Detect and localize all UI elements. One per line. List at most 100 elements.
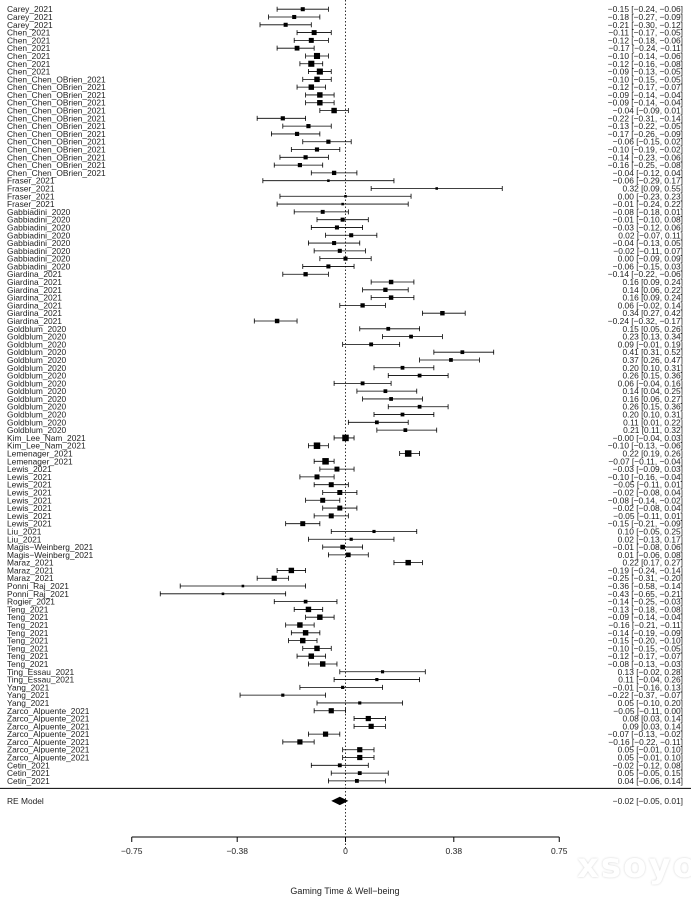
study-label: Chen_2021 [7,35,51,45]
effect-ci-text: −0.02 [−0.08, 0.04] [613,503,683,513]
point-estimate [319,661,326,667]
effect-ci-text: −0.10 [−0.15, −0.05] [608,74,683,84]
study-row: Goldblum_2020 0.16 [0.06, 0.27] [7,394,683,404]
point-estimate [308,37,314,43]
study-label: Fraser_2021 [7,191,55,201]
effect-ci-text: 0.20 [0.10, 0.31] [622,410,683,420]
study-row: Gabbiadini_2020 0.00 [−0.09, 0.09] [7,254,683,264]
study-label: Yang_2021 [7,698,50,708]
point-estimate [372,529,376,534]
study-label: Giardina_2021 [7,269,62,279]
study-row: Goldblum_2020 0.41 [0.31, 0.52] [7,347,683,357]
effect-ci-text: −0.14 [−0.25, −0.03] [608,597,683,607]
point-estimate [337,505,343,511]
study-label: Gabbiadini_2020 [7,230,71,240]
study-label: Teng_2021 [7,643,49,653]
study-label: Goldblum_2020 [7,386,66,396]
study-label: Chen_Chen_OBrien_2021 [7,168,106,178]
plot-frame [0,0,691,850]
study-label: Chen_Chen_OBrien_2021 [7,129,106,139]
study-row: Gabbiadini_2020 −0.03 [−0.12, 0.06] [7,222,683,232]
point-estimate [449,358,453,362]
point-estimate [340,217,345,222]
study-row: Chen_Chen_OBrien_2021 −0.10 [−0.15, −0.05… [7,74,683,84]
study-label: Magis−Weinberg_2021 [7,542,94,552]
point-estimate [317,92,323,98]
study-row: Rogier_2021 −0.14 [−0.25, −0.03] [7,597,683,607]
study-row: Zarco_Alpuente_2021 −0.07 [−0.13, −0.02] [7,729,683,739]
study-row: Giardina_2021 −0.14 [−0.22, −0.06] [7,269,683,279]
point-estimate [343,256,348,261]
point-estimate [274,318,280,324]
study-row: Chen_Chen_OBrien_2021 −0.16 [−0.25, −0.08… [7,160,683,170]
study-label: Lewis_2021 [7,480,52,490]
study-row: Teng_2021 −0.13 [−0.18, −0.08] [7,604,683,614]
point-estimate [297,163,302,168]
point-estimate [317,100,323,106]
study-row: Teng_2021 −0.10 [−0.15, −0.05] [7,643,683,653]
effect-ci-text: −0.09 [−0.14, −0.04] [608,612,683,622]
effect-ci-text: 0.37 [0.26, 0.47] [622,355,683,365]
point-estimate [294,45,300,51]
effect-ci-text: 0.14 [0.04, 0.25] [622,386,683,396]
study-label: Teng_2021 [7,636,49,646]
point-estimate [388,295,394,300]
effect-ci-text: −0.05 [−0.11, 0.01] [613,511,683,521]
effect-ci-text: 0.06 [−0.02, 0.14] [618,300,683,310]
point-estimate [368,723,374,729]
effect-ci-text: 0.09 [−0.01, 0.19] [618,339,683,349]
study-label: Gabbiadini_2020 [7,246,71,256]
effect-ci-text: −0.10 [−0.14, −0.06] [608,51,683,61]
point-estimate [283,22,288,27]
point-estimate [308,60,315,67]
point-estimate [317,614,323,620]
effect-ci-text: −0.08 [−0.13, −0.03] [608,659,683,669]
study-row: Goldblum_2020 0.20 [0.10, 0.31] [7,410,683,420]
study-row: Yang_2021 −0.22 [−0.37, −0.07] [7,690,683,700]
point-estimate [308,84,315,90]
study-row: Lemenager_2021 −0.07 [−0.11, −0.04] [7,456,683,466]
study-label: Goldblum_2020 [7,371,66,381]
study-row: Teng_2021 −0.16 [−0.21, −0.11] [7,620,683,630]
study-label: Zarco_Alpuente_2021 [7,737,90,747]
study-label: Lewis_2021 [7,503,52,513]
study-row: Yang_2021 0.05 [−0.10, 0.20] [7,698,683,708]
study-label: Goldblum_2020 [7,355,66,365]
effect-ci-text: −0.07 [−0.11, −0.04] [608,456,683,466]
study-label: Chen_Chen_OBrien_2021 [7,74,106,84]
point-estimate [331,107,337,114]
study-label: Chen_Chen_OBrien_2021 [7,145,106,155]
study-row: Teng_2021 −0.12 [−0.17, −0.07] [7,651,683,661]
effect-ci-text: 0.16 [0.09, 0.24] [622,293,683,303]
point-estimate [303,272,308,277]
study-label: Rogier_2021 [7,597,55,607]
study-row: Carey_2021 −0.21 [−0.30, −0.12] [7,20,683,30]
study-label: Chen_2021 [7,51,51,61]
effect-ci-text: −0.25 [−0.31, −0.20] [608,573,683,583]
study-label: Carey_2021 [7,4,53,14]
study-label: Goldblum_2020 [7,332,66,342]
study-label: Chen_Chen_OBrien_2021 [7,152,106,162]
effect-ci-text: −0.05 [−0.11, 0.01] [613,480,683,490]
point-estimate [349,233,354,238]
point-estimate [331,170,337,176]
study-label: Maraz_2021 [7,573,54,583]
study-row: Fraser_2021 0.32 [0.09, 0.55] [7,183,683,193]
study-row: Chen_2021 −0.17 [−0.24, −0.11] [7,43,683,53]
study-label: Goldblum_2020 [7,417,66,427]
point-estimate [360,303,365,308]
effect-ci-text: −0.24 [−0.32, −0.17] [608,316,683,326]
study-label: Liu_2021 [7,534,42,544]
study-row: Zarco_Alpuente_2021 0.05 [−0.01, 0.10] [7,753,683,763]
effect-ci-text: −0.08 [−0.14, −0.02] [608,495,683,505]
point-estimate [326,264,331,269]
point-estimate [322,458,329,465]
effect-ci-text: 0.21 [0.11, 0.32] [623,425,683,435]
study-label: Chen_Chen_OBrien_2021 [7,106,106,116]
point-estimate [375,678,379,682]
study-row: Cetin_2021 0.04 [−0.06, 0.14] [7,776,683,786]
study-row: Goldblum_2020 0.09 [−0.01, 0.19] [7,339,683,349]
study-row: Chen_Chen_OBrien_2021 −0.17 [−0.26, −0.09… [7,129,683,139]
effect-ci-text: 0.22 [0.19, 0.26] [622,449,683,459]
study-label: Goldblum_2020 [7,339,66,349]
